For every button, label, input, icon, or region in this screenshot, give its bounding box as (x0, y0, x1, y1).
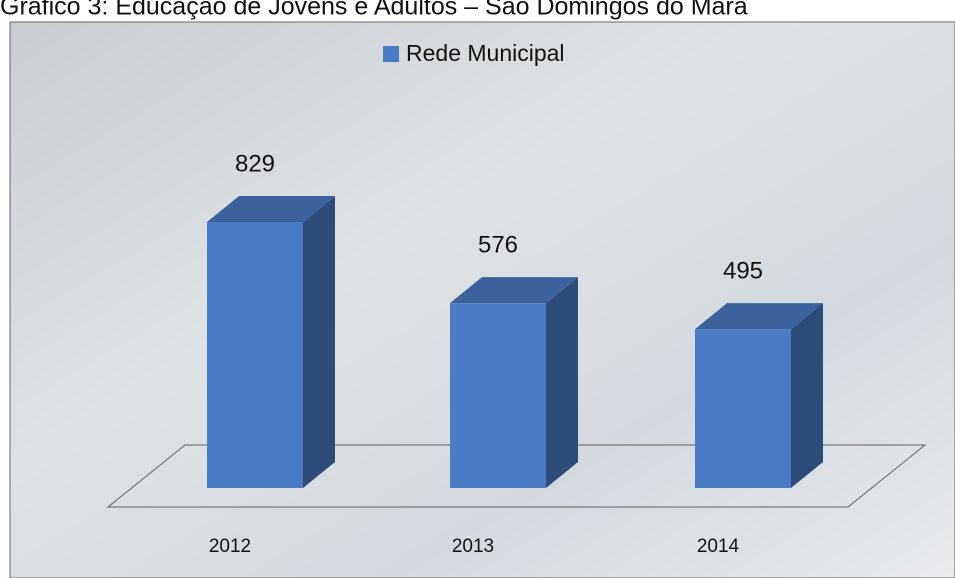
bar (450, 303, 546, 488)
bar-side (791, 303, 823, 488)
data-label: 829 (235, 150, 275, 177)
bar (695, 329, 791, 488)
legend-swatch (383, 46, 399, 62)
bar-top (695, 303, 823, 330)
x-tick-label: 2014 (697, 536, 740, 557)
x-tick-label: 2013 (452, 536, 494, 557)
bar-side (546, 277, 578, 488)
legend-label: Rede Municipal (406, 40, 565, 66)
data-label: 495 (723, 258, 763, 285)
bar-top (207, 196, 335, 222)
x-tick-label: 2012 (209, 536, 251, 557)
chart-title: Gráfico 3: Educação de Jovens e Adultos … (0, 0, 748, 21)
bar-top (450, 277, 578, 304)
floor (106, 444, 927, 508)
bar-side (303, 196, 335, 488)
data-label: 576 (478, 232, 518, 259)
bar (207, 222, 303, 488)
